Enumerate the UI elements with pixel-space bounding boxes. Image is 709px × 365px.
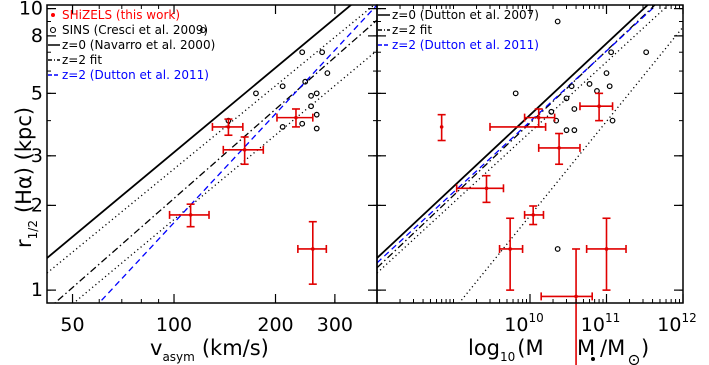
left-shizels-point-1 [222,136,265,166]
svg-text:SINS (Cresci et al. 2009): SINS (Cresci et al. 2009) [62,23,208,37]
left-sins-point-10 [279,124,286,130]
right-line-dashdot-5 [377,5,656,269]
right-sins-point-9 [586,81,593,87]
sun-symbol-dot [633,359,635,361]
right-sins-point-0 [512,90,519,97]
right-sins-point-10 [594,88,600,94]
left-shizels-point-2 [168,203,210,228]
svg-text:z=2 (Dutton et al. 2011): z=2 (Dutton et al. 2011) [62,68,209,82]
left-line-solid-2 [47,5,353,259]
right-sins-point-1 [554,18,561,25]
left-sins-point-5 [302,78,309,85]
left-legend-item-3: z=2 fit [48,53,102,67]
right-shizels-point-8 [585,217,627,291]
left-legend-item-0: SHiZELS (this work) [51,8,180,22]
right-sins-point-14 [609,117,616,124]
x-axis-title-right-mass: M /M ) [577,336,649,365]
left-legend-item-1: SINS (Cresci et al. 2009) [49,23,208,37]
right-sins-point-11 [603,70,610,77]
svg-text:z=0 (Dutton et al. 2007): z=0 (Dutton et al. 2007) [392,8,539,22]
right-sins-point-12 [608,49,615,56]
right-shizels-point-2 [537,132,581,166]
right-sins-point-13 [606,83,613,90]
left-xtick-label-3: 300 [317,314,353,336]
right-line-dotted-4 [458,26,683,303]
left-sins-point-1 [253,90,259,97]
right-xtick-label-1: 1011 [581,311,620,336]
x-axis-title-left: vasym (km/s) [150,336,269,364]
left-sins-point-2 [279,83,286,90]
ytick-label-1: 2 [31,194,43,216]
right-xtick-label-0: 1010 [504,311,543,336]
left-sins-point-8 [313,90,320,97]
right-shizels-point-3 [579,92,614,122]
left-sins-point-7 [308,103,314,110]
right-shizels-point-1 [523,108,556,128]
right-legend-item-2: z=2 (Dutton et al. 2011) [378,38,539,52]
left-sins-point-9 [324,70,331,77]
left-shizels-point-3 [276,108,314,128]
right-line-solid-2 [377,5,649,259]
svg-text:z=2 (Dutton et al. 2011): z=2 (Dutton et al. 2011) [392,38,539,52]
svg-text:SHiZELS (this work): SHiZELS (this work) [62,8,180,22]
mass-symbol-m: M [577,336,595,360]
ytick-label-2: 3 [31,145,43,167]
left-sins-point-11 [313,111,320,118]
left-line-dashed-6 [98,5,377,303]
ytick-label-0: 1 [31,279,43,301]
right-sins-point-15 [643,49,650,56]
right-shizels-point-0 [437,113,547,142]
ytick-label-3: 5 [31,82,43,104]
svg-text:z=2 fit: z=2 fit [392,23,432,37]
right-sins-point-7 [563,127,570,134]
right-sins-point-8 [571,127,578,134]
slash-m: /M [600,336,625,360]
right-shizels-point-6 [498,217,524,291]
y-axis-title: r1/2(Hα) (kpc) [12,107,40,248]
right-xtick-label-2: 1012 [657,311,696,336]
right-legend-item-0: z=0 (Dutton et al. 2007) [378,8,539,22]
left-line-dotted-4 [72,49,377,303]
x-axis-title-right: log10(M​ [468,336,544,364]
left-xtick-label-0: 50 [60,314,84,336]
right-legend-item-1: z=2 fit [378,23,432,37]
mass-star-dot [591,357,595,361]
left-sins-point-3 [299,49,306,56]
right-shizels-point-7 [540,248,593,365]
left-shizels-point-0 [211,118,244,137]
right-sins-point-6 [571,106,578,112]
left-line-dashdot-5 [53,19,377,303]
svg-text:z=0 (Navarro et al. 2000): z=0 (Navarro et al. 2000) [62,38,215,52]
right-sins-point-5 [568,83,575,90]
left-sins-point-13 [313,125,320,132]
left-xtick-label-2: 200 [257,314,293,336]
right-sins-point-16 [554,246,561,252]
left-sins-point-12 [299,120,306,127]
close-paren: ) [641,336,649,360]
left-sins-point-6 [308,92,314,99]
svg-text:z=2 fit: z=2 fit [62,53,102,67]
left-shizels-point-4 [297,220,328,285]
left-xtick-label-1: 100 [156,314,192,336]
right-shizels-point-5 [523,205,545,226]
left-legend-item-4: z=2 (Dutton et al. 2011) [48,68,209,82]
left-legend-item-2: z=0 (Navarro et al. 2000) [48,38,215,52]
ytick-label-5: 10 [19,0,43,20]
ytick-label-4: 8 [31,25,43,47]
left-sins-point-4 [319,49,326,56]
right-sins-point-2 [548,108,555,115]
right-shizels-point-4 [455,174,505,204]
right-sins-point-4 [563,95,570,102]
